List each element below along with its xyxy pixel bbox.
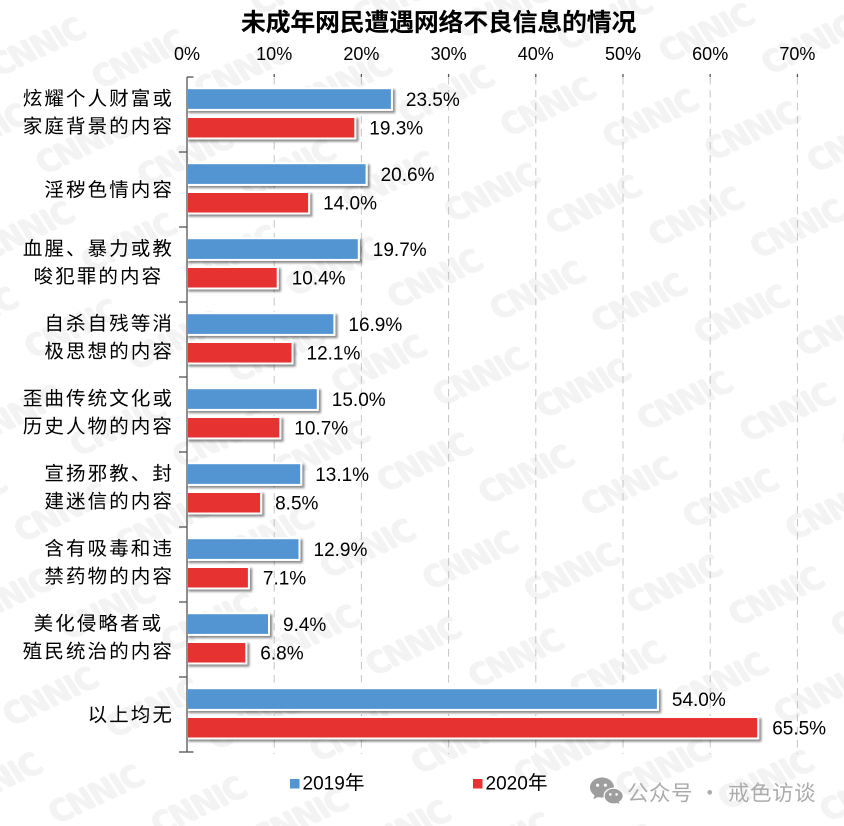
svg-text:7.1%: 7.1%	[263, 569, 306, 590]
svg-text:12.1%: 12.1%	[307, 344, 361, 365]
svg-text:19.7%: 19.7%	[373, 240, 427, 261]
svg-text:30%: 30%	[431, 44, 467, 64]
svg-text:70%: 70%	[779, 44, 815, 64]
svg-text:20.6%: 20.6%	[381, 165, 435, 186]
svg-text:50%: 50%	[605, 44, 641, 64]
svg-text:23.5%: 23.5%	[406, 90, 460, 111]
svg-text:54.0%: 54.0%	[672, 690, 726, 711]
svg-text:8.5%: 8.5%	[275, 494, 318, 515]
svg-text:0%: 0%	[174, 44, 200, 64]
svg-text:9.4%: 9.4%	[283, 615, 326, 636]
svg-text:40%: 40%	[518, 44, 554, 64]
svg-text:6.8%: 6.8%	[260, 644, 303, 665]
svg-text:12.9%: 12.9%	[314, 540, 368, 561]
svg-text:20%: 20%	[343, 44, 379, 64]
svg-text:19.3%: 19.3%	[369, 119, 423, 140]
svg-text:60%: 60%	[692, 44, 728, 64]
svg-text:14.0%: 14.0%	[323, 194, 377, 215]
svg-text:10.4%: 10.4%	[292, 269, 346, 290]
svg-text:10.7%: 10.7%	[294, 419, 348, 440]
svg-text:10%: 10%	[256, 44, 292, 64]
svg-text:65.5%: 65.5%	[772, 719, 826, 740]
svg-text:2019: 2019	[303, 774, 345, 795]
svg-text:13.1%: 13.1%	[315, 465, 369, 486]
svg-text:16.9%: 16.9%	[348, 315, 402, 336]
svg-text:2020: 2020	[486, 774, 528, 795]
svg-text:15.0%: 15.0%	[332, 390, 386, 411]
